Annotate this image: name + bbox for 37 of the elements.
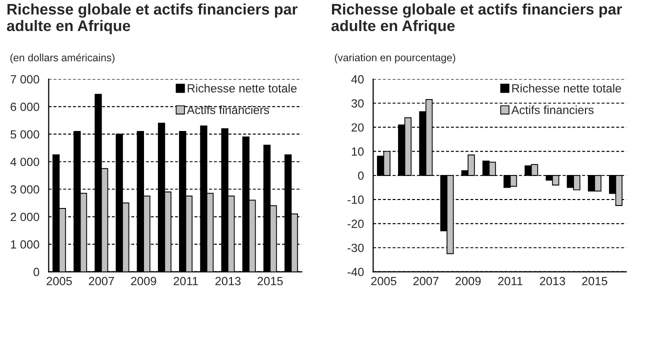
legend-label: Richesse nette totale — [512, 84, 622, 93]
y-tick-label: 0 — [34, 268, 40, 276]
y-tick-label: -30 — [348, 244, 364, 252]
x-tick-label: 2015 — [258, 276, 283, 286]
x-tick-label: 2007 — [88, 276, 114, 286]
legend-label: Richesse nette totale — [188, 84, 297, 93]
y-tick-label: 2 000 — [10, 212, 40, 222]
x-tick-label: 2011 — [498, 276, 522, 286]
x-tick-label: 2015 — [582, 276, 608, 286]
y-tick-label: 1 000 — [11, 240, 40, 249]
y-tick-label: -40 — [348, 268, 364, 276]
x-tick-label: 2013 — [215, 276, 241, 286]
x-tick-label: 2005 — [46, 276, 72, 286]
chart-title: Richesse globale et actifs financiers par adulte en Afrique — [6, 3, 298, 34]
y-tick-label: 6 000 — [10, 102, 40, 112]
x-tick-label: 2007 — [413, 276, 438, 286]
y-tick-label: 5 000 — [10, 130, 40, 139]
x-tick-label: 2009 — [131, 276, 156, 286]
y-tick-label: 0 — [358, 171, 364, 180]
chart-title: Richesse globale et actifs financiers par adulte en Afrique — [331, 3, 622, 34]
y-tick-label: 3 000 — [10, 185, 40, 194]
legend-label: Actifs financiers — [186, 105, 270, 114]
x-tick-label: 2005 — [371, 276, 396, 286]
y-tick-label: 20 — [352, 123, 364, 132]
y-tick-label: -20 — [348, 220, 364, 228]
chart-subtitle: (variation en pourcentage) — [334, 54, 456, 64]
y-tick-label: 40 — [351, 75, 364, 84]
y-tick-label: 4 000 — [10, 158, 40, 166]
chart-subtitle: (en dollars américains) — [10, 54, 114, 64]
y-tick-label: 7 000 — [10, 75, 40, 84]
y-tick-label: -10 — [348, 196, 364, 204]
x-tick-label: 2011 — [174, 276, 198, 286]
y-tick-label: 30 — [351, 99, 364, 108]
legend-label: Actifs financiers — [511, 105, 594, 114]
x-tick-label: 2009 — [456, 276, 481, 286]
y-tick-label: 10 — [352, 147, 364, 156]
x-tick-label: 2013 — [540, 276, 566, 286]
